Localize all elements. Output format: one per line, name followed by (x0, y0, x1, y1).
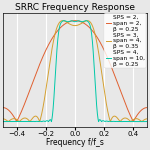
Line: SPS = 4,
span = 10,
β = 0.25: SPS = 4, span = 10, β = 0.25 (3, 21, 147, 122)
SPS = 2,
span = 2,
β = 0.25 (2, 107, 4, 108)
SPS = 4,
span = 10,
β = 0.25 (63, 20, 65, 22)
SPS = 2,
span = 2,
β = 0.25 (125, 105, 127, 107)
SPS = 4,
span = 10,
β = 0.25 (62, 20, 64, 22)
SPS = 2,
span = 2,
β = 0.25 (61, 26, 63, 27)
SPS = 3,
span = 4,
β = 0.35 (45, 87, 47, 89)
SPS = 2,
span = 2,
β = 0.25 (146, 107, 148, 108)
SPS = 4,
span = 10,
β = 0.25 (125, 121, 127, 122)
SPS = 3,
span = 4,
β = 0.35 (2, 118, 4, 120)
SPS = 3,
span = 4,
β = 0.35 (62, 20, 63, 22)
SPS = 3,
span = 4,
β = 0.35 (61, 20, 63, 22)
SPS = 4,
span = 10,
β = 0.25 (146, 121, 148, 122)
SPS = 2,
span = 2,
β = 0.25 (79, 20, 81, 22)
SPS = 2,
span = 2,
β = 0.25 (132, 121, 134, 123)
SPS = 4,
span = 10,
β = 0.25 (79, 20, 81, 22)
SPS = 4,
span = 10,
β = 0.25 (145, 121, 146, 123)
Title: SRRC Frequency Response: SRRC Frequency Response (15, 3, 135, 12)
Legend: SPS = 2,
span = 2,
β = 0.25, SPS = 3,
span = 4,
β = 0.35, SPS = 4,
span = 10,
β : SPS = 2, span = 2, β = 0.25, SPS = 3, sp… (104, 14, 146, 69)
SPS = 4,
span = 10,
β = 0.25 (61, 21, 63, 23)
SPS = 3,
span = 4,
β = 0.35 (125, 117, 127, 119)
Line: SPS = 3,
span = 4,
β = 0.35: SPS = 3, span = 4, β = 0.35 (3, 21, 147, 122)
SPS = 3,
span = 4,
β = 0.35 (146, 118, 148, 120)
SPS = 4,
span = 10,
β = 0.25 (106, 120, 108, 122)
SPS = 4,
span = 10,
β = 0.25 (45, 120, 47, 122)
SPS = 2,
span = 2,
β = 0.25 (62, 25, 64, 26)
SPS = 3,
span = 4,
β = 0.35 (79, 24, 81, 25)
Line: SPS = 2,
span = 2,
β = 0.25: SPS = 2, span = 2, β = 0.25 (3, 21, 147, 122)
SPS = 2,
span = 2,
β = 0.25 (74, 20, 76, 22)
SPS = 2,
span = 2,
β = 0.25 (106, 56, 108, 57)
SPS = 3,
span = 4,
β = 0.35 (110, 121, 111, 123)
SPS = 3,
span = 4,
β = 0.35 (106, 107, 108, 109)
SPS = 4,
span = 10,
β = 0.25 (2, 121, 4, 122)
X-axis label: Frequency f/f_s: Frequency f/f_s (46, 138, 104, 147)
SPS = 3,
span = 4,
β = 0.35 (62, 20, 64, 22)
SPS = 2,
span = 2,
β = 0.25 (45, 49, 47, 51)
